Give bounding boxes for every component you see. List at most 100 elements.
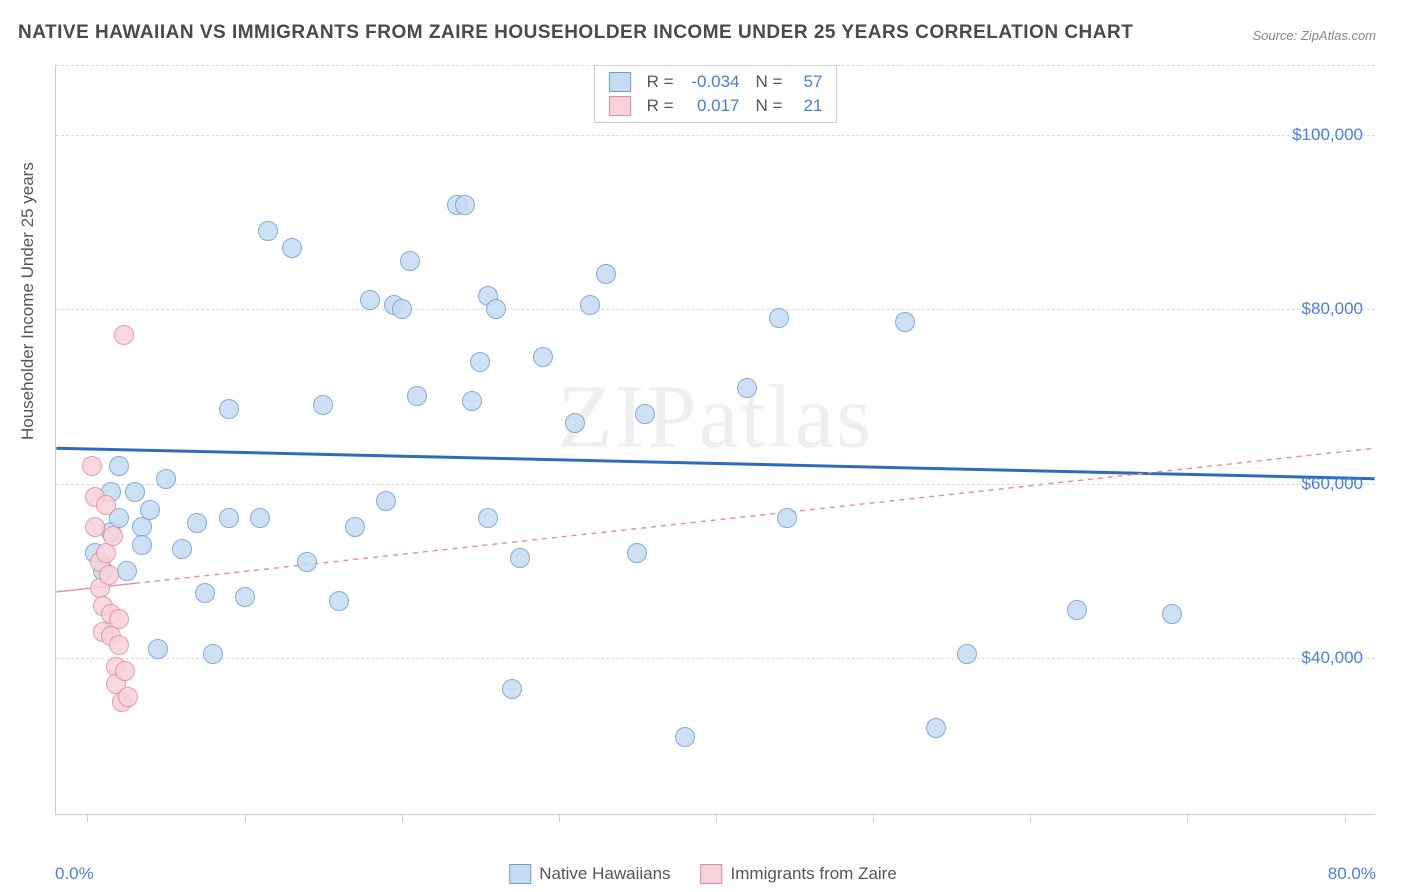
x-tick [402,814,403,822]
stats-row: R = -0.034 N = 57 [595,70,837,94]
chart-plot-area: ZIPatlas R = -0.034 N = 57 R = 0.017 N = 21 $40… [55,65,1375,815]
data-point [313,395,333,415]
x-tick [716,814,717,822]
data-point [118,687,138,707]
x-tick [559,814,560,822]
data-point [258,221,278,241]
n-label: N = [756,96,783,116]
data-point [565,413,585,433]
data-point [250,508,270,528]
legend-swatch [509,864,531,884]
data-point [392,299,412,319]
stats-legend-box: R = -0.034 N = 57 R = 0.017 N = 21 [594,65,838,123]
x-tick [87,814,88,822]
x-max-label: 80.0% [1328,864,1376,884]
data-point [297,552,317,572]
r-value: 0.017 [684,96,740,116]
data-point [82,456,102,476]
n-label: N = [756,72,783,92]
data-point [114,325,134,345]
data-point [148,639,168,659]
data-point [235,587,255,607]
data-point [345,517,365,537]
n-value: 57 [792,72,822,92]
data-point [769,308,789,328]
data-point [957,644,977,664]
legend-item: Immigrants from Zaire [701,864,897,884]
r-label: R = [647,72,674,92]
data-point [195,583,215,603]
x-min-label: 0.0% [55,864,94,884]
data-point [580,295,600,315]
r-label: R = [647,96,674,116]
legend-label: Immigrants from Zaire [731,864,897,884]
data-point [596,264,616,284]
data-point [502,679,522,699]
chart-title: NATIVE HAWAIIAN VS IMMIGRANTS FROM ZAIRE… [18,22,1133,44]
gridline [56,484,1375,485]
data-point [282,238,302,258]
x-tick [1345,814,1346,822]
data-point [470,352,490,372]
data-point [400,251,420,271]
source-label: Source: ZipAtlas.com [1252,28,1376,43]
gridline [56,309,1375,310]
data-point [777,508,797,528]
data-point [1162,604,1182,624]
x-tick [1030,814,1031,822]
gridline [56,65,1375,66]
data-point [172,539,192,559]
data-point [219,399,239,419]
data-point [187,513,207,533]
data-point [96,495,116,515]
series-swatch [609,72,631,92]
gridline [56,135,1375,136]
data-point [329,591,349,611]
data-point [486,299,506,319]
data-point [478,508,498,528]
data-point [407,386,427,406]
data-point [115,661,135,681]
data-point [96,543,116,563]
x-tick [873,814,874,822]
data-point [125,482,145,502]
data-point [510,548,530,568]
data-point [462,391,482,411]
legend-swatch [701,864,723,884]
data-point [455,195,475,215]
data-point [360,290,380,310]
data-point [109,635,129,655]
data-point [627,543,647,563]
data-point [1067,600,1087,620]
data-point [926,718,946,738]
data-point [109,456,129,476]
n-value: 21 [792,96,822,116]
y-tick-label: $60,000 [1302,474,1363,494]
y-axis-label: Householder Income Under 25 years [18,162,38,440]
series-swatch [609,96,631,116]
y-tick-label: $80,000 [1302,299,1363,319]
x-tick [245,814,246,822]
stats-row: R = 0.017 N = 21 [595,94,837,118]
data-point [140,500,160,520]
trend-lines-layer [56,65,1375,814]
data-point [533,347,553,367]
data-point [635,404,655,424]
data-point [895,312,915,332]
data-point [109,609,129,629]
data-point [203,644,223,664]
data-point [103,526,123,546]
watermark-text: ZIPatlas [558,366,874,469]
y-tick-label: $100,000 [1292,125,1363,145]
data-point [376,491,396,511]
data-point [117,561,137,581]
legend-label: Native Hawaiians [539,864,670,884]
data-point [156,469,176,489]
r-value: -0.034 [684,72,740,92]
x-tick [1187,814,1188,822]
data-point [219,508,239,528]
data-point [737,378,757,398]
y-tick-label: $40,000 [1302,648,1363,668]
data-point [675,727,695,747]
data-point [132,535,152,555]
